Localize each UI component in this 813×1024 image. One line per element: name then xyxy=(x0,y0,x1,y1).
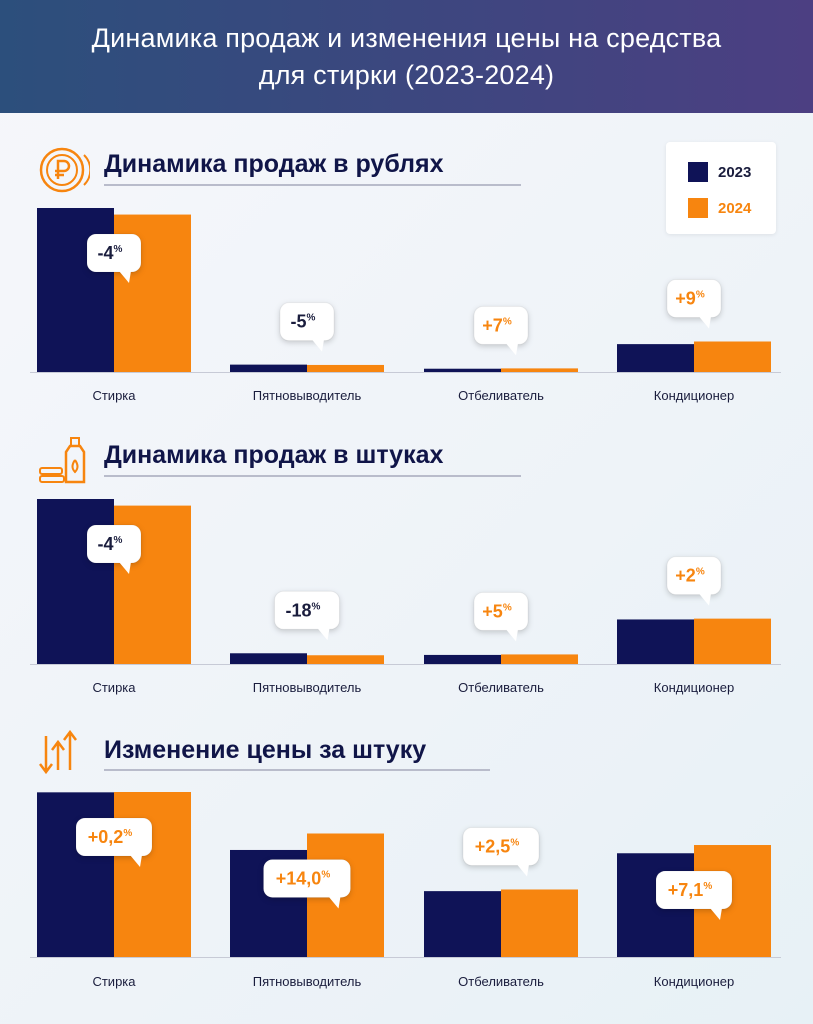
category-label: Кондиционер xyxy=(654,388,734,403)
chart-1: Стирка -4% Пятновыводитель -5% Отбеливатель +… xyxy=(30,208,781,403)
change-bubble: +7,1% xyxy=(655,870,733,921)
bar-2023 xyxy=(37,499,114,664)
bar-2023 xyxy=(424,891,501,957)
legend-label-2023: 2023 xyxy=(718,163,752,181)
change-bubble: -5% xyxy=(279,302,335,352)
bar-2023 xyxy=(230,653,307,664)
legend-swatch-2024 xyxy=(688,198,708,218)
bar-2024 xyxy=(694,618,771,664)
change-bubble: +14,0% xyxy=(263,858,351,909)
chart-2: Стирка -4% Пятновыводитель -18% Отбеливатель… xyxy=(30,499,781,695)
bar-2023 xyxy=(617,619,694,664)
section-title-price: Изменение цены за штуку xyxy=(104,736,427,764)
category-label: Пятновыводитель xyxy=(253,388,362,403)
category-label: Кондиционер xyxy=(654,974,734,989)
category-label: Стирка xyxy=(92,388,136,403)
section-underline xyxy=(104,184,521,186)
category-label: Отбеливатель xyxy=(458,680,544,695)
bar-2023 xyxy=(230,364,307,372)
legend-item-2024: 2024 xyxy=(688,198,751,218)
legend-swatch-2023 xyxy=(688,162,708,182)
bar-2023 xyxy=(37,208,114,372)
legend-item-2023: 2023 xyxy=(688,162,751,182)
ruble-coin-icon xyxy=(38,147,92,198)
bar-2023 xyxy=(424,368,501,372)
category-label: Пятновыводитель xyxy=(253,974,362,989)
change-bubble: -4% xyxy=(86,233,142,283)
category-label: Кондиционер xyxy=(654,680,734,695)
bar-2024 xyxy=(307,655,384,664)
category-label: Стирка xyxy=(92,680,136,695)
category-label: Стирка xyxy=(92,974,136,989)
section-underline xyxy=(104,475,521,477)
header-banner: Динамика продаж и изменения цены на сред… xyxy=(0,0,813,113)
chart-3: Стирка +0,2% Пятновыводитель +14,0% Отбелива… xyxy=(30,792,781,989)
category-label: Отбеливатель xyxy=(458,974,544,989)
change-bubble: +7% xyxy=(473,305,529,356)
change-value: +14,0% xyxy=(276,868,331,888)
change-bubble: +2% xyxy=(666,556,722,606)
section-underline xyxy=(104,769,490,771)
bar-2024 xyxy=(501,654,578,664)
bar-2024 xyxy=(501,889,578,957)
header-title-line-2: для стирки (2023-2024) xyxy=(258,59,555,90)
bar-2024 xyxy=(694,341,771,372)
change-bubble: -18% xyxy=(274,590,340,641)
category-label: Пятновыводитель xyxy=(253,680,362,695)
category-label: Отбеливатель xyxy=(458,388,544,403)
bar-2024 xyxy=(307,364,384,372)
change-bubble: +0,2% xyxy=(75,817,153,867)
bar-2023 xyxy=(37,792,114,957)
up-down-arrows-icon xyxy=(38,729,78,783)
header-title-line-1: Динамика продаж и изменения цены на сред… xyxy=(91,22,722,53)
change-value: +2,5% xyxy=(475,836,520,856)
section-title-units: Динамика продаж в штуках xyxy=(104,441,444,469)
change-bubble: +5% xyxy=(473,591,529,642)
bar-2023 xyxy=(617,344,694,372)
change-bubble: +2,5% xyxy=(462,826,540,877)
chart-legend: 2023 2024 xyxy=(666,142,776,234)
change-value: +7,1% xyxy=(668,880,713,900)
change-bubble: +9% xyxy=(666,278,722,329)
change-bubble: -4% xyxy=(86,524,142,574)
bar-2024 xyxy=(114,792,191,957)
section-title-rubles: Динамика продаж в рублях xyxy=(104,150,444,178)
legend-label-2024: 2024 xyxy=(718,199,752,217)
change-value: +0,2% xyxy=(88,827,133,847)
bar-2024 xyxy=(501,368,578,372)
bar-2023 xyxy=(424,654,501,664)
detergent-bottle-icon xyxy=(38,432,90,491)
